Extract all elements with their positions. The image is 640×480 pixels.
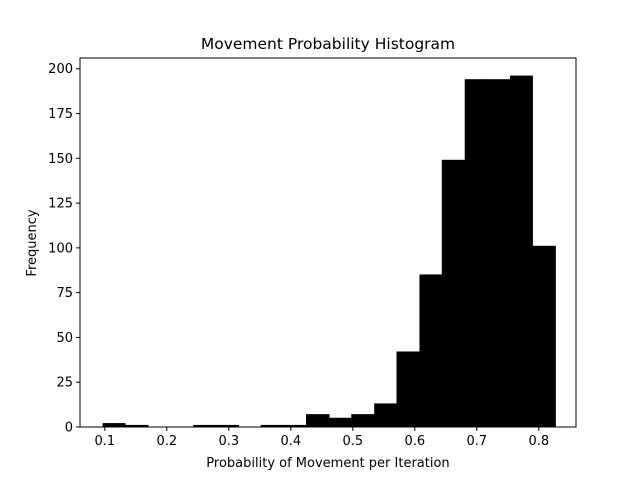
- x-axis-ticks: 0.1 0.2 0.3 0.4 0.5 0.6 0.7 0.8: [94, 427, 549, 449]
- histogram-bar-10: [328, 417, 352, 428]
- x-tick-label-7: 0.8: [528, 434, 549, 449]
- x-tick-label-4: 0.5: [342, 434, 363, 449]
- histogram-bar-14: [419, 274, 443, 428]
- y-tick-label-6: 150: [48, 152, 73, 167]
- histogram-bar-16: [464, 79, 488, 428]
- y-tick-label-7: 175: [48, 107, 73, 122]
- histogram-bar-13: [396, 351, 421, 428]
- histogram-bar-19: [532, 245, 556, 428]
- y-tick-label-2: 50: [56, 331, 73, 346]
- x-tick-label-0: 0.1: [94, 434, 115, 449]
- x-tick-label-3: 0.4: [280, 434, 301, 449]
- histogram-bar-17: [487, 79, 511, 428]
- plot-frame: [79, 57, 577, 428]
- x-tick-label-6: 0.7: [466, 434, 487, 449]
- y-tick-label-5: 125: [48, 197, 73, 212]
- x-tick-label-1: 0.2: [156, 434, 177, 449]
- bars-group: [102, 75, 556, 428]
- x-axis-label: Probability of Movement per Iteration: [206, 456, 449, 471]
- histogram-bar-18: [509, 75, 533, 428]
- histogram-bar-15: [441, 159, 466, 428]
- y-axis-ticks: 0 25 50 75 100 125 150 175 200: [48, 62, 80, 436]
- y-tick-label-0: 0: [65, 421, 73, 436]
- y-tick-label-1: 25: [56, 376, 73, 391]
- chart-title: Movement Probability Histogram: [201, 35, 455, 53]
- histogram-bar-11: [351, 414, 375, 428]
- y-tick-label-3: 75: [56, 286, 73, 301]
- histogram-bar-9: [305, 414, 330, 428]
- y-tick-label-4: 100: [48, 241, 73, 256]
- y-tick-label-8: 200: [48, 62, 73, 77]
- y-axis-label: Frequency: [25, 209, 40, 276]
- x-tick-label-5: 0.6: [404, 434, 425, 449]
- histogram-bar-12: [374, 403, 398, 428]
- x-tick-label-2: 0.3: [218, 434, 239, 449]
- histogram-bar-0: [102, 423, 126, 428]
